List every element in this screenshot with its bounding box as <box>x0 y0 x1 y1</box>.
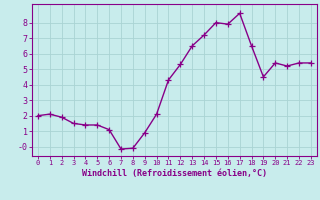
X-axis label: Windchill (Refroidissement éolien,°C): Windchill (Refroidissement éolien,°C) <box>82 169 267 178</box>
